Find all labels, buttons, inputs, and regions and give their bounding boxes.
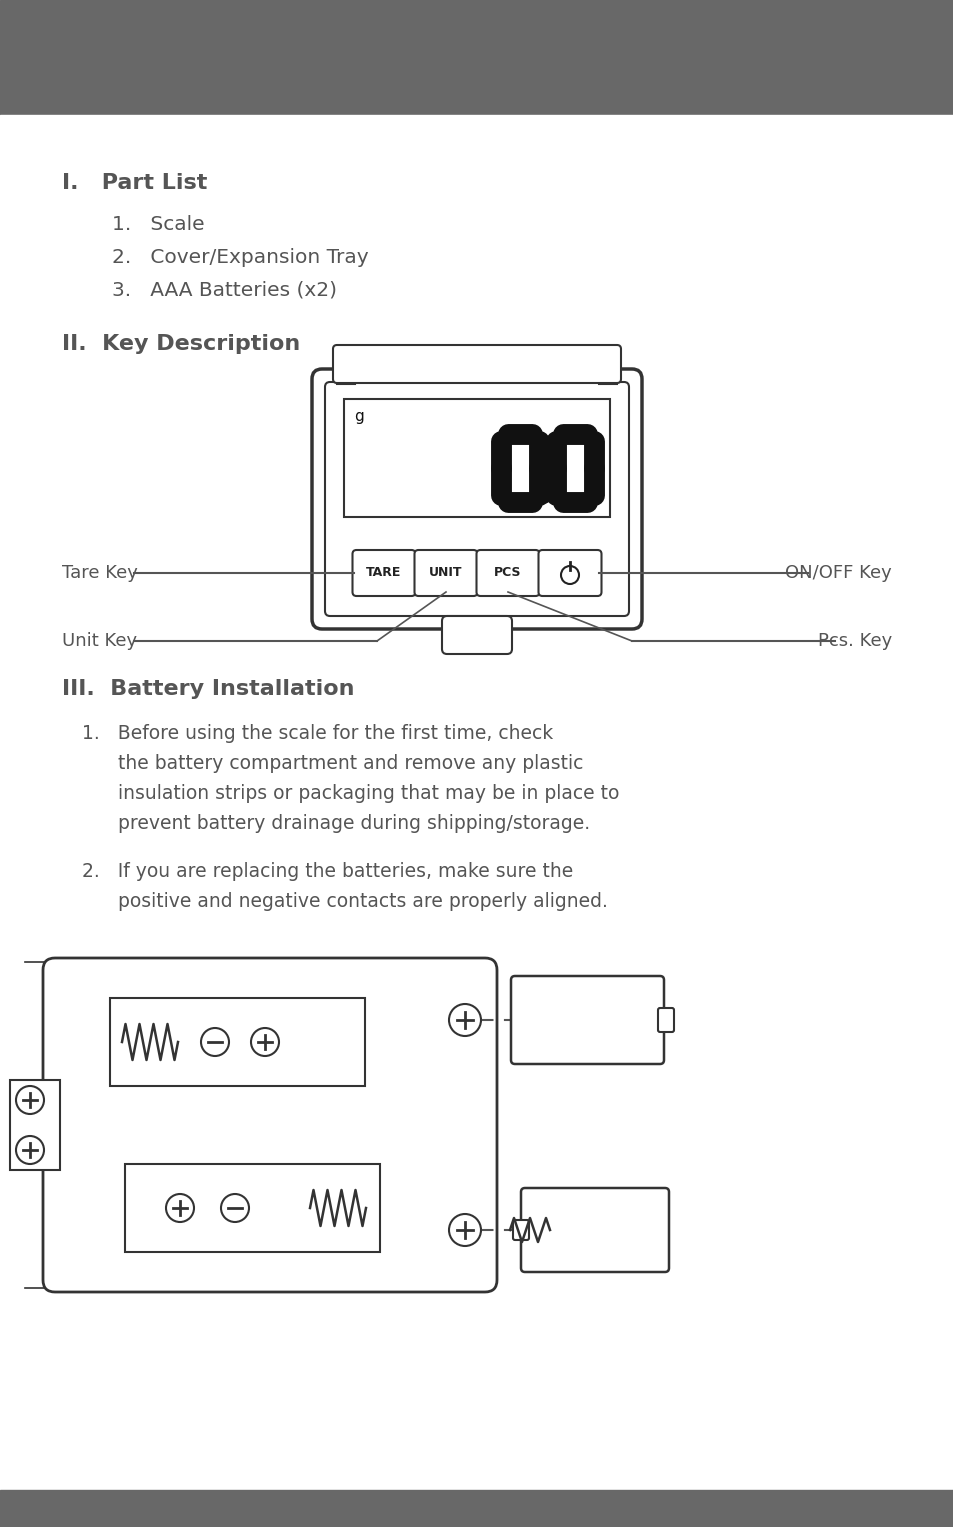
Text: PCS: PCS <box>494 567 521 580</box>
Bar <box>598 350 617 383</box>
Text: g: g <box>354 409 363 425</box>
Text: 3.   AAA Batteries (x2): 3. AAA Batteries (x2) <box>112 281 336 299</box>
Text: Unit Key: Unit Key <box>62 632 137 651</box>
Text: ON/OFF Key: ON/OFF Key <box>784 563 891 582</box>
Text: 1.   Before using the scale for the first time, check: 1. Before using the scale for the first … <box>82 724 553 744</box>
FancyBboxPatch shape <box>513 1220 529 1240</box>
Bar <box>344 399 609 518</box>
FancyBboxPatch shape <box>520 1188 668 1272</box>
FancyBboxPatch shape <box>441 615 512 654</box>
FancyBboxPatch shape <box>658 1008 673 1032</box>
Text: positive and negative contacts are properly aligned.: positive and negative contacts are prope… <box>82 892 607 912</box>
Bar <box>125 1164 379 1252</box>
FancyBboxPatch shape <box>414 550 477 596</box>
FancyBboxPatch shape <box>43 957 497 1292</box>
FancyBboxPatch shape <box>312 370 641 629</box>
Text: insulation strips or packaging that may be in place to: insulation strips or packaging that may … <box>82 783 618 803</box>
FancyBboxPatch shape <box>476 550 539 596</box>
Text: I.   Part List: I. Part List <box>62 173 207 192</box>
Text: Pcs. Key: Pcs. Key <box>817 632 891 651</box>
FancyBboxPatch shape <box>537 550 601 596</box>
FancyBboxPatch shape <box>352 550 416 596</box>
FancyBboxPatch shape <box>511 976 663 1064</box>
Bar <box>10 1080 60 1170</box>
Bar <box>0 1490 953 1527</box>
Text: 1.   Scale: 1. Scale <box>112 215 204 234</box>
Text: the battery compartment and remove any plastic: the battery compartment and remove any p… <box>82 754 583 773</box>
FancyBboxPatch shape <box>333 345 620 383</box>
Text: prevent battery drainage during shipping/storage.: prevent battery drainage during shipping… <box>82 814 590 834</box>
Text: TARE: TARE <box>366 567 401 580</box>
Bar <box>336 350 355 383</box>
Text: Tare Key: Tare Key <box>62 563 138 582</box>
Text: II.  Key Description: II. Key Description <box>62 334 300 354</box>
Text: 2.   If you are replacing the batteries, make sure the: 2. If you are replacing the batteries, m… <box>82 863 573 881</box>
Bar <box>110 999 365 1086</box>
Text: UNIT: UNIT <box>429 567 462 580</box>
Text: 2.   Cover/Expansion Tray: 2. Cover/Expansion Tray <box>112 247 368 267</box>
FancyBboxPatch shape <box>325 382 628 615</box>
Bar <box>0 0 953 115</box>
Text: III.  Battery Installation: III. Battery Installation <box>62 680 355 699</box>
